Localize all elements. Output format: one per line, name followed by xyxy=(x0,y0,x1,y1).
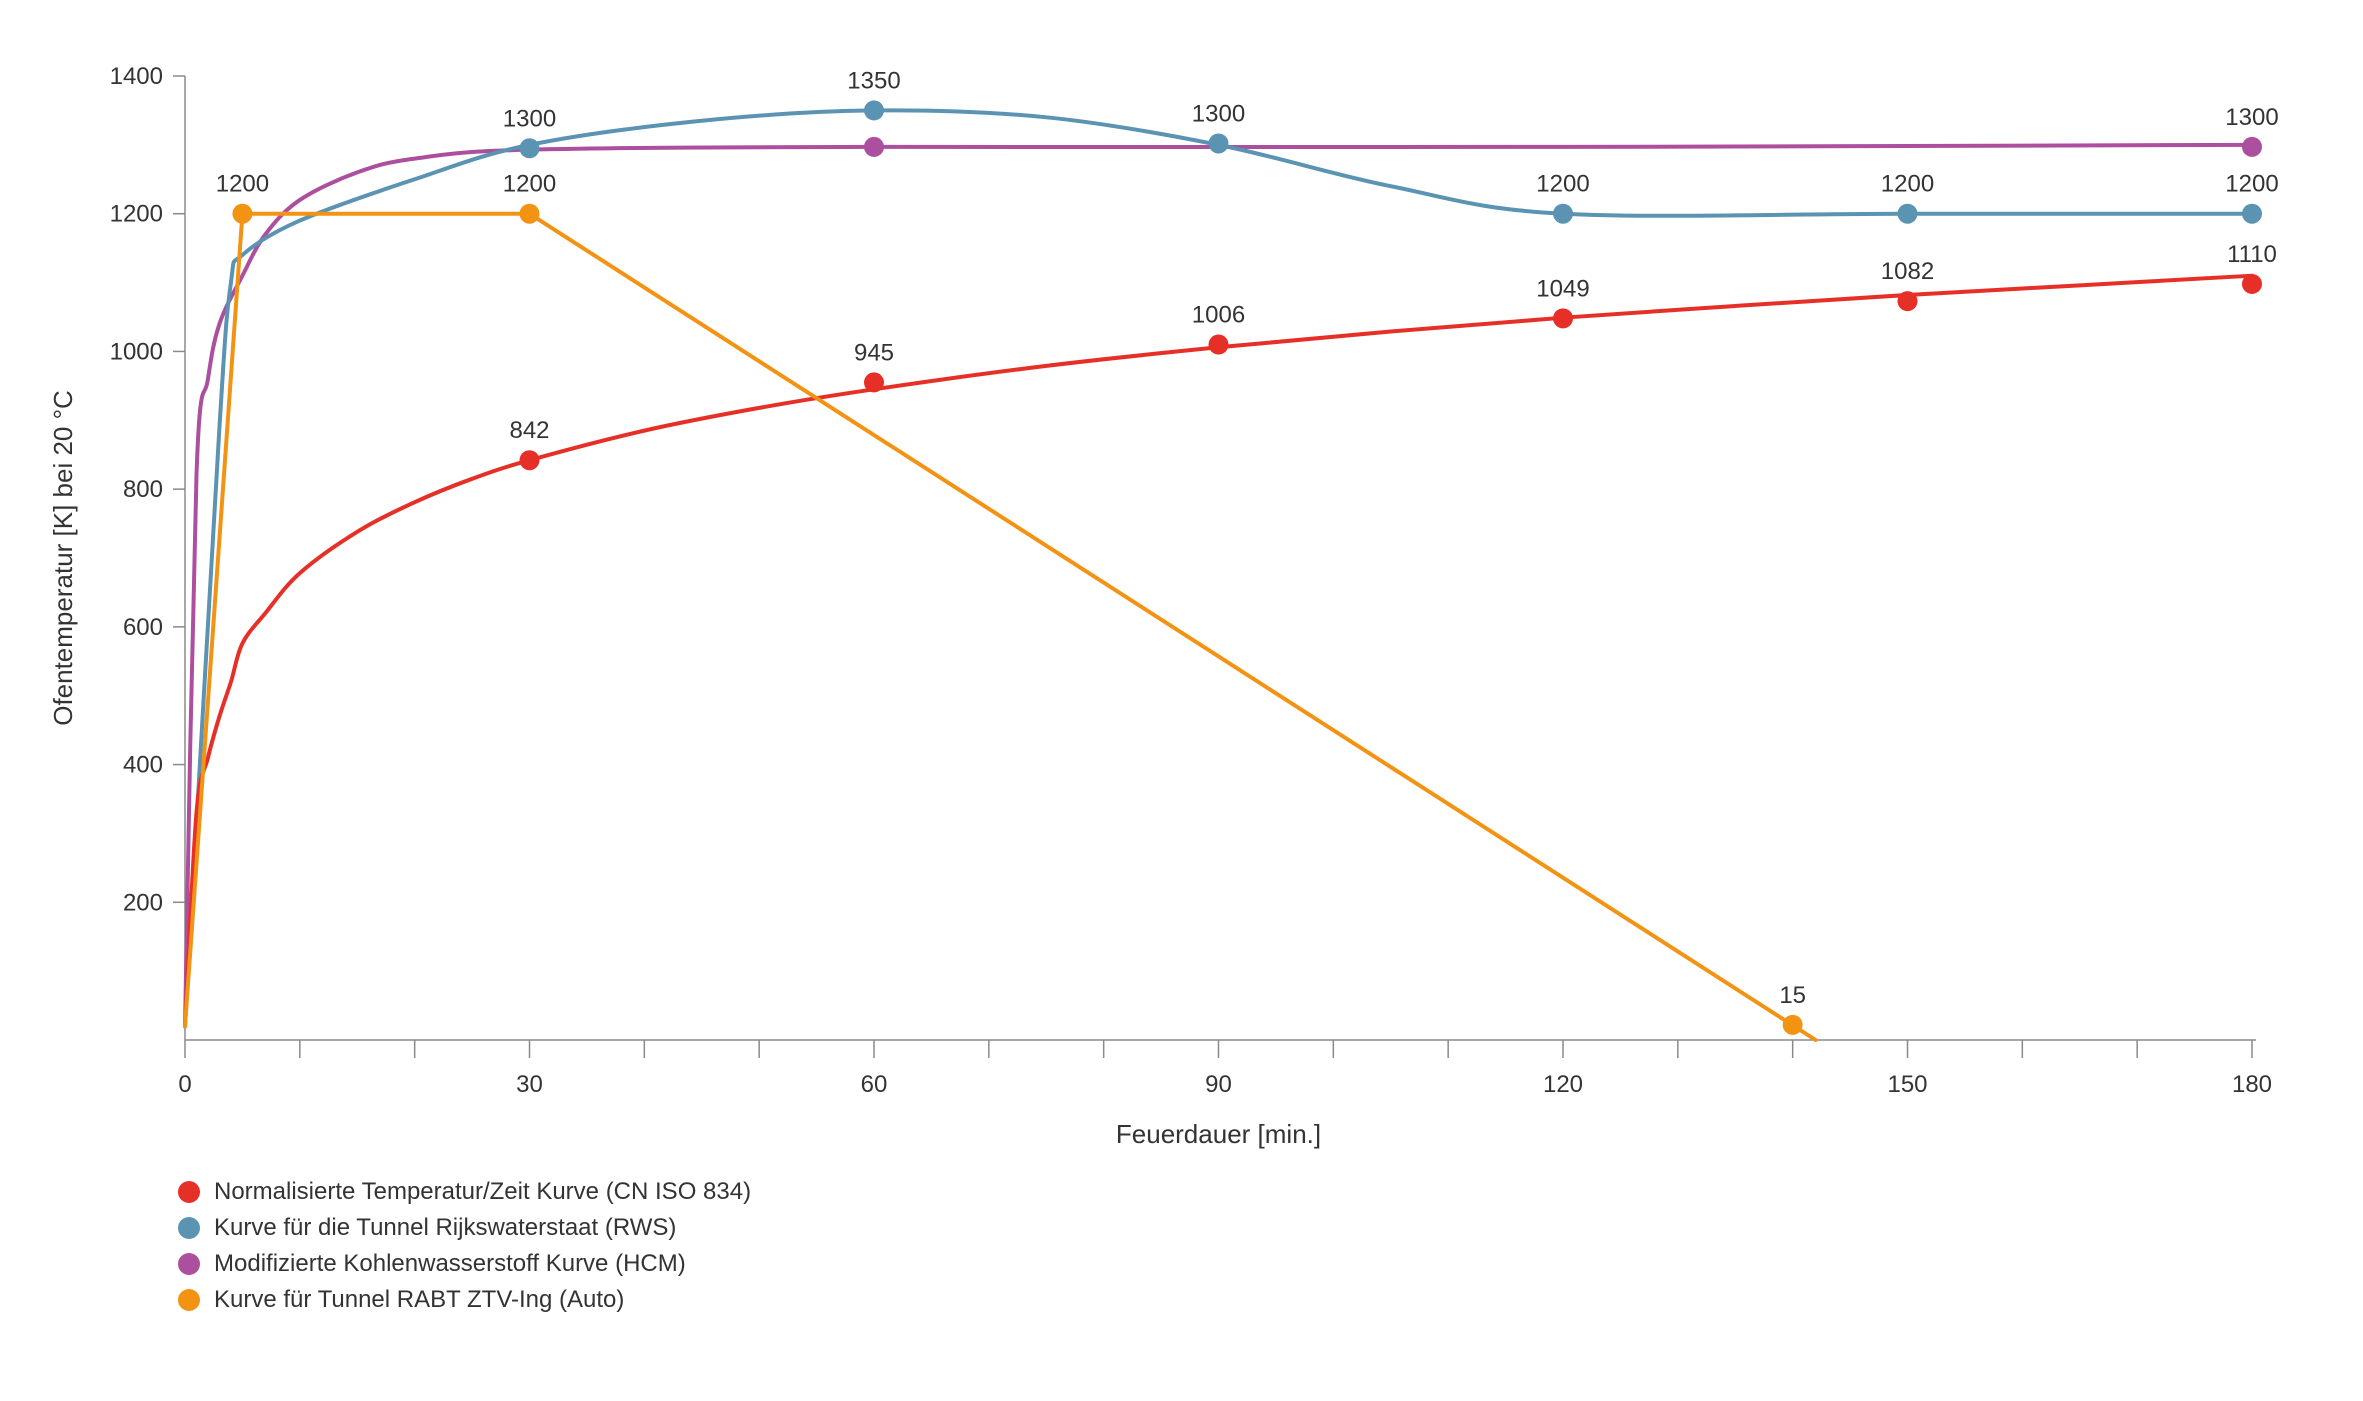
data-labels: 1300 1300 1350 1300 1200 1200 1200 842 945 1006 10… xyxy=(216,67,2279,1008)
axes: 200 400 600 800 1000 1200 1400 0 30 60 90 120 150 180… xyxy=(48,63,2272,1149)
legend-marker-rabt xyxy=(178,1289,200,1311)
data-point-hcm xyxy=(864,136,884,157)
y-tick-label: 1400 xyxy=(110,63,163,90)
data-point-rws xyxy=(1897,203,1918,224)
data-label-iso834: 945 xyxy=(854,339,894,366)
data-label-rabt: 1200 xyxy=(503,171,556,198)
data-label-iso834: 1110 xyxy=(2227,241,2277,268)
data-label-iso834: 1049 xyxy=(1536,275,1589,302)
x-tick-label: 90 xyxy=(1205,1071,1232,1098)
legend: Normalisierte Temperatur/Zeit Kurve (CN … xyxy=(178,1174,751,1318)
data-label-iso834: 842 xyxy=(509,417,549,444)
series-line-hcm xyxy=(183,142,2254,1029)
y-tick-label: 1000 xyxy=(110,338,163,365)
x-tick-label: 180 xyxy=(2232,1071,2272,1098)
legend-marker-hcm xyxy=(178,1253,200,1275)
data-label-rws: 1200 xyxy=(1536,171,1589,198)
legend-item-rws: Kurve für die Tunnel Rijkswaterstaat (RW… xyxy=(178,1210,751,1246)
data-point-iso834 xyxy=(1553,308,1573,329)
legend-label-hcm: Modifizierte Kohlenwasserstoff Kurve (HC… xyxy=(214,1250,686,1277)
x-tick-label: 60 xyxy=(861,1071,888,1098)
y-axis-title: Ofentemperatur [K] bei 20 °C xyxy=(48,390,78,726)
data-point-rws xyxy=(519,138,540,159)
series-lines xyxy=(183,108,2254,1042)
legend-label-iso834: Normalisierte Temperatur/Zeit Kurve (CN … xyxy=(214,1178,752,1205)
legend-item-iso834: Normalisierte Temperatur/Zeit Kurve (CN … xyxy=(178,1174,751,1210)
data-point-iso834 xyxy=(864,372,884,393)
legend-label-rabt: Kurve für Tunnel RABT ZTV-Ing (Auto) xyxy=(214,1286,625,1313)
data-point-rws xyxy=(864,100,884,121)
y-tick-label: 600 xyxy=(123,614,163,641)
series-line-rws xyxy=(183,108,2254,1029)
x-tick-label: 150 xyxy=(1887,1071,1927,1098)
legend-item-hcm: Modifizierte Kohlenwasserstoff Kurve (HC… xyxy=(178,1246,751,1282)
y-tick-label: 400 xyxy=(123,752,163,779)
x-axis-title: Feuerdauer [min.] xyxy=(1116,1119,1321,1149)
data-label-rws: 1300 xyxy=(503,105,556,132)
x-tick-label: 0 xyxy=(178,1071,191,1098)
data-label-rabt: 1200 xyxy=(216,171,269,198)
legend-marker-rws xyxy=(178,1217,200,1239)
y-tick-label: 200 xyxy=(123,889,163,916)
data-point-rws xyxy=(2242,203,2262,224)
series-line-iso834 xyxy=(183,273,2254,1029)
data-point-iso834 xyxy=(2242,273,2262,294)
data-label-hcm: 1300 xyxy=(2225,104,2278,131)
data-label-rws: 1300 xyxy=(1192,100,1245,127)
y-tick-label: 800 xyxy=(123,476,163,503)
data-point-iso834 xyxy=(1897,291,1918,312)
data-label-iso834: 1082 xyxy=(1881,258,1934,285)
data-point-rws xyxy=(1208,133,1229,154)
data-point-rabt xyxy=(519,203,540,224)
x-tick-label: 30 xyxy=(516,1071,543,1098)
legend-label-rws: Kurve für die Tunnel Rijkswaterstaat (RW… xyxy=(214,1214,677,1241)
x-tick-label: 120 xyxy=(1543,1071,1583,1098)
data-point-hcm xyxy=(2242,136,2262,157)
y-tick-label: 1200 xyxy=(110,201,163,228)
data-label-rws: 1200 xyxy=(2225,171,2278,198)
data-label-iso834: 1006 xyxy=(1192,302,1245,329)
data-point-rws xyxy=(1553,203,1573,224)
data-point-rabt xyxy=(232,203,253,224)
data-point-iso834 xyxy=(519,450,540,471)
data-label-rws: 1200 xyxy=(1881,171,1934,198)
legend-item-rabt: Kurve für Tunnel RABT ZTV-Ing (Auto) xyxy=(178,1282,751,1318)
data-point-iso834 xyxy=(1208,334,1229,355)
data-label-rws: 1350 xyxy=(847,67,900,94)
series-markers xyxy=(232,100,2262,1035)
data-point-rabt xyxy=(1782,1014,1803,1035)
series-line-rabt xyxy=(183,211,1818,1042)
data-label-rabt: 15 xyxy=(1779,982,1806,1009)
legend-marker-iso834 xyxy=(178,1181,200,1203)
